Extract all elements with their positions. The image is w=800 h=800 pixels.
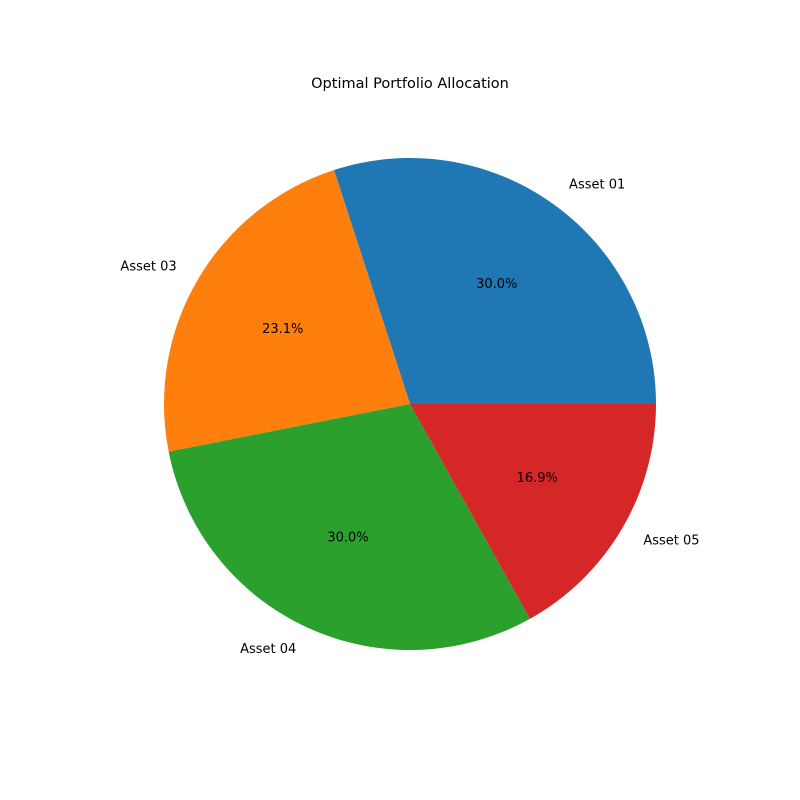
slice-label-asset-03: Asset 03: [120, 259, 176, 274]
pie-slice-asset-03: [163, 170, 410, 452]
pct-label-asset-04: 30.0%: [327, 530, 368, 545]
pct-label-asset-05: 16.9%: [517, 471, 558, 486]
pie-slices: [163, 157, 656, 650]
chart-title: Optimal Portfolio Allocation: [311, 76, 509, 92]
pct-label-asset-01: 30.0%: [476, 277, 517, 292]
pct-label-asset-03: 23.1%: [262, 322, 303, 337]
pie-slice-asset-05: [410, 404, 656, 619]
pie-labels: Asset 01 30.0% Asset 03 23.1% Asset 04 30.0% A…: [120, 178, 699, 657]
slice-label-asset-05: Asset 05: [643, 534, 699, 549]
slice-label-asset-04: Asset 04: [240, 642, 296, 657]
pie-slice-asset-04: [168, 404, 530, 650]
pie-slice-asset-01: [333, 157, 656, 404]
slice-label-asset-01: Asset 01: [569, 178, 625, 193]
